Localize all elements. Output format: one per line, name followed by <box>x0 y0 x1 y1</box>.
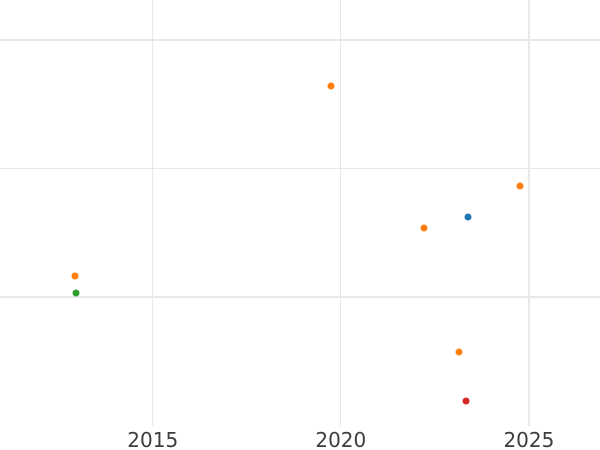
data-point-orange <box>516 182 524 190</box>
data-point-blue <box>464 213 472 221</box>
data-point-orange <box>420 224 428 232</box>
vertical-gridline <box>340 0 342 426</box>
horizontal-gridline <box>0 167 600 170</box>
x-axis-tick-label: 2025 <box>503 427 555 450</box>
data-point-green <box>72 289 80 297</box>
data-point-orange <box>327 82 335 90</box>
x-axis-tick-label: 2015 <box>127 427 179 450</box>
data-point-red <box>462 397 470 405</box>
horizontal-gridline <box>0 296 600 298</box>
vertical-gridline <box>152 0 154 426</box>
data-point-orange <box>71 272 79 280</box>
x-axis-tick-label: 2020 <box>315 427 367 450</box>
data-point-orange <box>455 348 463 356</box>
vertical-gridline <box>528 0 530 426</box>
horizontal-gridline <box>0 39 600 41</box>
